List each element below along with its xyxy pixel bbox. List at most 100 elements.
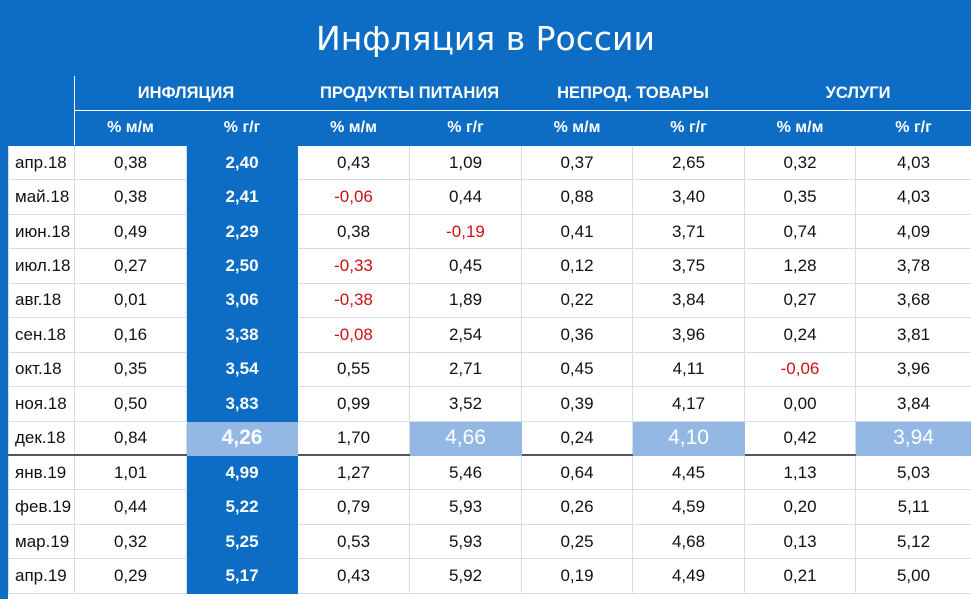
subheader-cell: % м/м (744, 110, 857, 146)
inflation-table-frame: ИНФЛЯЦИЯ ПРОДУКТЫ ПИТАНИЯ НЕПРОД. ТОВАРЫ… (8, 75, 971, 599)
value-cell-mom: 0,20 (744, 489, 857, 525)
value-cell-mom: 0,29 (74, 558, 187, 594)
value-cell-mom: 0,26 (521, 489, 634, 525)
page-title: Инфляция в России (316, 18, 655, 58)
value-cell-yoy: 5,25 (185, 523, 299, 560)
value-cell-yoy: 3,84 (855, 386, 971, 422)
month-cell: мар.19 (8, 523, 75, 560)
value-cell-yoy: 2,29 (185, 213, 299, 250)
subheader-cell: % м/м (74, 110, 187, 146)
value-cell-yoy: 3,38 (185, 317, 299, 353)
subheader-cell: % г/г (855, 110, 971, 146)
value-cell-mom: 0,01 (74, 282, 187, 319)
value-cell-mom: 0,88 (521, 179, 634, 215)
month-cell: фев.19 (8, 489, 75, 525)
value-cell-mom: 0,79 (297, 489, 411, 525)
value-cell-yoy: 2,40 (185, 144, 299, 181)
value-cell-yoy: 4,03 (855, 179, 971, 215)
value-cell-yoy: 3,40 (632, 179, 746, 215)
value-cell-mom: 0,53 (297, 523, 411, 560)
table-row: май.18 0,38 2,41 -0,06 0,44 0,88 3,40 0,35 4,03 (8, 179, 971, 215)
value-cell-mom: 1,70 (297, 420, 411, 457)
value-cell-yoy: 2,54 (409, 317, 523, 353)
month-cell: июн.18 (8, 213, 75, 250)
table-row: апр.19 0,29 5,17 0,43 5,92 0,19 4,49 0,21 5,00 (8, 558, 971, 594)
value-cell-mom: 0,22 (521, 282, 634, 319)
value-cell-mom: 0,27 (74, 248, 187, 284)
value-cell-yoy: 3,75 (632, 248, 746, 284)
value-cell-yoy: 5,03 (855, 454, 971, 491)
value-cell-mom: 0,39 (521, 386, 634, 422)
value-cell-yoy: 4,66 (409, 420, 523, 457)
value-cell-yoy: 2,65 (632, 144, 746, 181)
value-cell-mom: 0,24 (521, 420, 634, 457)
month-cell: апр.18 (8, 144, 75, 181)
value-cell-yoy: -0,19 (409, 213, 523, 250)
table-row: мар.19 0,32 5,25 0,53 5,93 0,25 4,68 0,13 5,12 (8, 523, 971, 560)
value-cell-yoy: 4,11 (632, 351, 746, 388)
corner-cell (8, 76, 75, 146)
value-cell-mom: 0,13 (744, 523, 857, 560)
value-cell-yoy: 4,45 (632, 454, 746, 491)
value-cell-mom: 0,21 (744, 558, 857, 594)
value-cell-yoy: 3,84 (632, 282, 746, 319)
value-cell-mom: 0,45 (521, 351, 634, 388)
inflation-table: ИНФЛЯЦИЯ ПРОДУКТЫ ПИТАНИЯ НЕПРОД. ТОВАРЫ… (8, 75, 971, 594)
value-cell-yoy: 3,81 (855, 317, 971, 353)
table-row: июл.18 0,27 2,50 -0,33 0,45 0,12 3,75 1,28 3,78 (8, 248, 971, 284)
value-cell-yoy: 5,22 (185, 489, 299, 525)
value-cell-yoy: 3,06 (185, 282, 299, 319)
table-row: дек.18 0,84 4,26 1,70 4,66 0,24 4,10 0,42 3,94 (8, 420, 971, 457)
value-cell-mom: 0,36 (521, 317, 634, 353)
value-cell-mom: 1,27 (297, 454, 411, 491)
value-cell-mom: 0,37 (521, 144, 634, 181)
value-cell-yoy: 2,71 (409, 351, 523, 388)
month-cell: ноя.18 (8, 386, 75, 422)
table-row: апр.18 0,38 2,40 0,43 1,09 0,37 2,65 0,32 4,03 (8, 144, 971, 181)
value-cell-mom: 0,99 (297, 386, 411, 422)
value-cell-yoy: 4,68 (632, 523, 746, 560)
subheader-cell: % г/г (632, 110, 746, 146)
value-cell-mom: 0,84 (74, 420, 187, 457)
value-cell-mom: 1,13 (744, 454, 857, 491)
month-cell: май.18 (8, 179, 75, 215)
value-cell-yoy: 1,89 (409, 282, 523, 319)
value-cell-yoy: 3,68 (855, 282, 971, 319)
table-row: окт.18 0,35 3,54 0,55 2,71 0,45 4,11 -0,06 3,96 (8, 351, 971, 388)
value-cell-yoy: 2,50 (185, 248, 299, 284)
group-header-inflation: ИНФЛЯЦИЯ (73, 75, 299, 112)
value-cell-yoy: 4,26 (185, 420, 299, 457)
subheader-cell: % м/м (297, 110, 411, 146)
subheader-row: % м/м % г/г % м/м % г/г % м/м % г/г % м/… (9, 110, 971, 146)
value-cell-mom: 0,55 (297, 351, 411, 388)
value-cell-mom: 0,38 (297, 213, 411, 250)
value-cell-yoy: 5,93 (409, 523, 523, 560)
value-cell-yoy: 0,44 (409, 179, 523, 215)
value-cell-yoy: 2,41 (185, 179, 299, 215)
value-cell-yoy: 5,46 (409, 454, 523, 491)
table-row: ноя.18 0,50 3,83 0,99 3,52 0,39 4,17 0,00 3,84 (8, 386, 971, 422)
value-cell-mom: 0,74 (744, 213, 857, 250)
value-cell-mom: 0,64 (521, 454, 634, 491)
group-header-services: УСЛУГИ (744, 75, 971, 112)
value-cell-yoy: 4,10 (632, 420, 746, 457)
value-cell-mom: 0,35 (74, 351, 187, 388)
value-cell-mom: 0,35 (744, 179, 857, 215)
value-cell-yoy: 4,09 (855, 213, 971, 250)
value-cell-yoy: 5,00 (855, 558, 971, 594)
month-cell: окт.18 (8, 351, 75, 388)
value-cell-mom: 0,43 (297, 558, 411, 594)
value-cell-yoy: 3,96 (632, 317, 746, 353)
value-cell-mom: 0,12 (521, 248, 634, 284)
value-cell-mom: 0,41 (521, 213, 634, 250)
value-cell-yoy: 3,71 (632, 213, 746, 250)
month-cell: апр.19 (8, 558, 75, 594)
value-cell-mom: 0,27 (744, 282, 857, 319)
value-cell-yoy: 5,11 (855, 489, 971, 525)
value-cell-yoy: 3,78 (855, 248, 971, 284)
value-cell-yoy: 3,52 (409, 386, 523, 422)
value-cell-mom: 0,42 (744, 420, 857, 457)
subheader-cell: % м/м (521, 110, 634, 146)
month-cell: сен.18 (8, 317, 75, 353)
value-cell-yoy: 3,83 (185, 386, 299, 422)
